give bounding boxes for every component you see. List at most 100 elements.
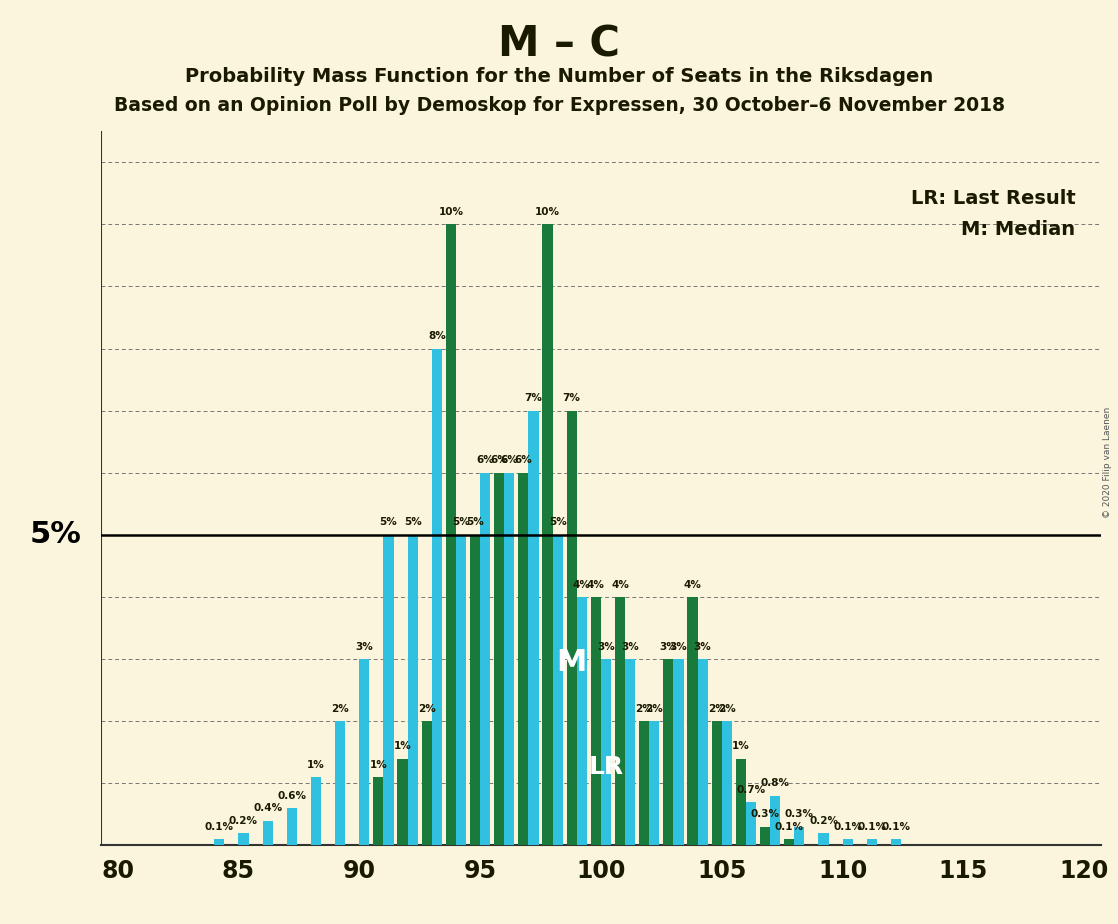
Bar xyxy=(238,833,248,845)
Bar xyxy=(494,473,504,845)
Bar xyxy=(577,597,587,845)
Text: 0.3%: 0.3% xyxy=(750,809,779,820)
Text: 8%: 8% xyxy=(428,331,446,341)
Text: 4%: 4% xyxy=(572,579,590,590)
Bar xyxy=(663,659,673,845)
Text: 0.2%: 0.2% xyxy=(229,816,258,825)
Bar xyxy=(480,473,490,845)
Bar xyxy=(722,722,732,845)
Bar xyxy=(456,535,466,845)
Bar xyxy=(421,722,432,845)
Bar xyxy=(529,410,539,845)
Text: © 2020 Filip van Laenen: © 2020 Filip van Laenen xyxy=(1103,407,1112,517)
Text: 5%: 5% xyxy=(380,517,397,528)
Bar xyxy=(519,473,529,845)
Text: 1%: 1% xyxy=(369,760,387,770)
Bar xyxy=(736,759,746,845)
Bar xyxy=(552,535,562,845)
Text: 2%: 2% xyxy=(635,704,653,713)
Bar xyxy=(383,535,394,845)
Text: M: Median: M: Median xyxy=(961,220,1076,239)
Text: 5%: 5% xyxy=(466,517,484,528)
Text: 0.2%: 0.2% xyxy=(809,816,838,825)
Bar xyxy=(818,833,828,845)
Text: 5%: 5% xyxy=(549,517,567,528)
Text: 6%: 6% xyxy=(501,456,519,466)
Text: LR: Last Result: LR: Last Result xyxy=(911,189,1076,209)
Bar xyxy=(215,839,225,845)
Text: 0.6%: 0.6% xyxy=(277,791,306,801)
Text: 0.8%: 0.8% xyxy=(760,778,789,788)
Text: 0.4%: 0.4% xyxy=(253,803,282,813)
Text: LR: LR xyxy=(588,755,624,779)
Bar xyxy=(470,535,480,845)
Text: 10%: 10% xyxy=(536,207,560,217)
Text: 0.1%: 0.1% xyxy=(881,821,910,832)
Text: 2%: 2% xyxy=(331,704,349,713)
Text: 5%: 5% xyxy=(404,517,421,528)
Bar xyxy=(688,597,698,845)
Text: 3%: 3% xyxy=(694,641,711,651)
Text: 2%: 2% xyxy=(718,704,736,713)
Text: 4%: 4% xyxy=(587,579,605,590)
Bar xyxy=(712,722,722,845)
Bar xyxy=(891,839,901,845)
Text: 3%: 3% xyxy=(597,641,615,651)
Text: Probability Mass Function for the Number of Seats in the Riksdagen: Probability Mass Function for the Number… xyxy=(184,67,934,86)
Bar xyxy=(311,777,321,845)
Text: 7%: 7% xyxy=(562,394,580,403)
Bar xyxy=(866,839,877,845)
Bar xyxy=(639,722,650,845)
Bar xyxy=(359,659,369,845)
Bar xyxy=(432,348,442,845)
Bar xyxy=(567,410,577,845)
Bar xyxy=(373,777,383,845)
Text: 1%: 1% xyxy=(307,760,325,770)
Text: 3%: 3% xyxy=(670,641,688,651)
Text: 4%: 4% xyxy=(683,579,701,590)
Bar xyxy=(286,808,297,845)
Bar xyxy=(650,722,660,845)
Text: 3%: 3% xyxy=(622,641,639,651)
Text: 3%: 3% xyxy=(660,641,678,651)
Text: 5%: 5% xyxy=(452,517,470,528)
Bar xyxy=(542,225,552,845)
Text: 4%: 4% xyxy=(612,579,629,590)
Text: 7%: 7% xyxy=(524,394,542,403)
Bar xyxy=(335,722,345,845)
Text: 6%: 6% xyxy=(514,456,532,466)
Bar xyxy=(263,821,273,845)
Bar xyxy=(600,659,612,845)
Text: 2%: 2% xyxy=(645,704,663,713)
Bar xyxy=(784,839,794,845)
Text: 10%: 10% xyxy=(438,207,463,217)
Text: 3%: 3% xyxy=(356,641,373,651)
Text: 6%: 6% xyxy=(476,456,494,466)
Bar xyxy=(673,659,683,845)
Text: Based on an Opinion Poll by Demoskop for Expressen, 30 October–6 November 2018: Based on an Opinion Poll by Demoskop for… xyxy=(114,96,1004,116)
Bar xyxy=(843,839,853,845)
Text: 5%: 5% xyxy=(29,520,82,550)
Text: 0.1%: 0.1% xyxy=(775,821,804,832)
Bar xyxy=(615,597,625,845)
Text: 0.1%: 0.1% xyxy=(858,821,887,832)
Bar xyxy=(794,827,805,845)
Bar xyxy=(504,473,514,845)
Text: 1%: 1% xyxy=(732,741,750,751)
Text: 1%: 1% xyxy=(394,741,411,751)
Bar xyxy=(770,796,780,845)
Text: M: M xyxy=(557,649,587,677)
Bar xyxy=(698,659,708,845)
Text: M – C: M – C xyxy=(498,23,620,65)
Text: 6%: 6% xyxy=(491,456,508,466)
Bar xyxy=(760,827,770,845)
Text: 0.3%: 0.3% xyxy=(785,809,814,820)
Bar xyxy=(590,597,601,845)
Text: 0.1%: 0.1% xyxy=(205,821,234,832)
Text: 2%: 2% xyxy=(708,704,726,713)
Text: 0.7%: 0.7% xyxy=(737,784,766,795)
Bar xyxy=(746,802,756,845)
Bar xyxy=(446,225,456,845)
Text: 0.1%: 0.1% xyxy=(833,821,862,832)
Bar xyxy=(408,535,418,845)
